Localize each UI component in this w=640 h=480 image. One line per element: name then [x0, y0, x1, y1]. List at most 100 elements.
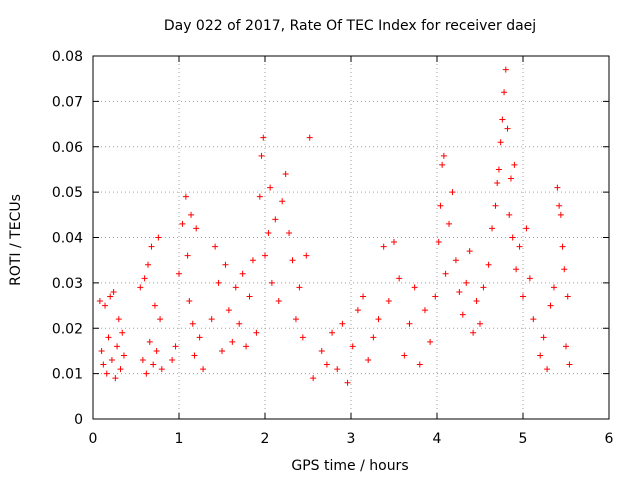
data-point [360, 293, 367, 300]
data-point [296, 284, 303, 291]
x-tick-label: 5 [519, 431, 528, 447]
data-point [489, 225, 496, 232]
data-point [554, 184, 561, 191]
data-point [303, 252, 310, 259]
data-point [452, 257, 459, 264]
x-tick-label: 4 [433, 431, 442, 447]
data-point [114, 343, 121, 350]
y-tick-label: 0 [74, 412, 83, 428]
data-point [310, 375, 317, 382]
data-point [344, 379, 351, 386]
data-point [442, 270, 449, 277]
data-point [260, 134, 267, 141]
data-point [158, 366, 165, 373]
data-point [473, 298, 480, 305]
data-point [137, 284, 144, 291]
data-point [267, 184, 274, 191]
data-point [480, 284, 487, 291]
y-tick-label: 0.03 [52, 276, 83, 292]
data-point [391, 239, 397, 246]
data-point [117, 366, 124, 373]
y-tick-label: 0.04 [52, 231, 83, 247]
x-axis-label: GPS time / hours [291, 458, 408, 474]
y-tick-label: 0.01 [52, 367, 83, 383]
data-point [103, 370, 110, 377]
data-point [520, 293, 526, 300]
data-point [499, 116, 506, 123]
data-point [466, 248, 473, 255]
data-point [556, 202, 563, 209]
data-point [105, 334, 112, 341]
data-point [253, 329, 260, 336]
data-point [492, 202, 499, 209]
data-point [349, 343, 356, 350]
data-point [501, 89, 508, 96]
data-point [485, 261, 492, 268]
data-point [169, 357, 176, 364]
data-point [186, 298, 193, 305]
data-point [537, 352, 544, 359]
data-point [544, 366, 551, 373]
data-point [509, 234, 516, 241]
data-point [566, 361, 573, 368]
x-tick-label: 6 [605, 431, 614, 447]
data-point [530, 316, 537, 323]
data-point [497, 139, 504, 146]
data-point [370, 334, 377, 341]
grid-lines [93, 56, 609, 419]
data-point [463, 279, 470, 286]
data-point [354, 307, 361, 314]
data-point [268, 279, 275, 286]
data-point [219, 347, 225, 354]
data-point [306, 134, 313, 141]
data-points [96, 66, 573, 386]
data-point [200, 366, 207, 373]
data-point [516, 243, 523, 250]
chart-title: Day 022 of 2017, Rate Of TEC Index for r… [164, 18, 536, 34]
data-point [540, 334, 547, 341]
plot-frame [92, 55, 610, 420]
data-point [232, 284, 239, 291]
data-point [184, 252, 191, 259]
data-point [421, 307, 428, 314]
data-point [222, 261, 229, 268]
data-point [289, 257, 296, 264]
data-point [437, 202, 444, 209]
y-tick-label: 0.07 [52, 94, 83, 110]
data-point [139, 357, 146, 364]
data-point [239, 270, 246, 277]
data-point [427, 338, 434, 345]
data-point [258, 152, 265, 159]
data-point [112, 375, 119, 382]
data-point [526, 275, 533, 282]
data-point [435, 239, 442, 246]
data-point [511, 161, 518, 168]
data-point [411, 284, 418, 291]
data-point [246, 293, 253, 300]
data-point [299, 334, 306, 341]
data-point [401, 352, 408, 359]
data-point [236, 320, 243, 327]
data-point [146, 338, 153, 345]
data-point [265, 229, 272, 236]
data-point [557, 211, 564, 218]
x-tick-label: 3 [347, 431, 356, 447]
data-point [172, 343, 179, 350]
data-point [249, 257, 256, 264]
x-tick-label: 2 [261, 431, 270, 447]
x-tick-label: 1 [175, 431, 184, 447]
data-point [504, 125, 511, 132]
y-tick-label: 0.02 [52, 321, 83, 337]
data-point [506, 211, 513, 218]
x-tick-label: 0 [89, 431, 98, 447]
data-point [229, 338, 236, 345]
data-point [365, 357, 372, 364]
data-point [459, 311, 466, 318]
data-point [513, 266, 520, 273]
data-point [157, 316, 164, 323]
y-tick-label: 0.05 [52, 185, 83, 201]
data-point [449, 189, 456, 196]
data-point [102, 302, 109, 309]
data-point [262, 252, 268, 259]
